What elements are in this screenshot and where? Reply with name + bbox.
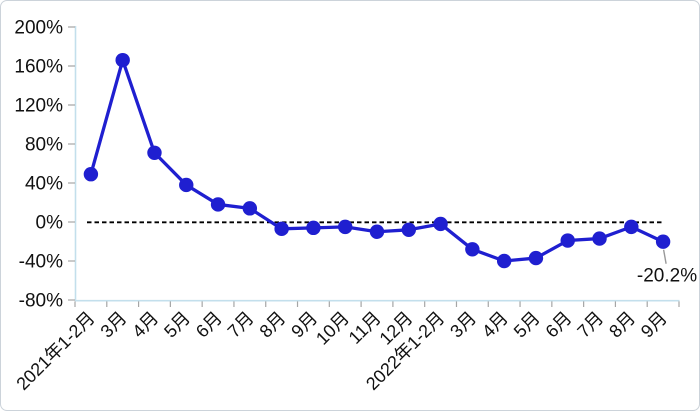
data-point [465,242,480,257]
y-axis-label: -40% [19,252,63,273]
data-point [369,224,385,239]
x-axis-label: 7月 [573,308,607,342]
y-axis-label: 80% [25,135,63,156]
data-point [306,220,321,236]
y-axis-label: 40% [25,174,63,195]
data-point [592,231,607,246]
x-axis-label: 4月 [478,308,512,342]
data-point [624,219,639,235]
x-axis-label: 8月 [256,308,290,342]
x-axis-label: 8月 [605,308,639,342]
data-point [147,145,162,160]
data-point [528,250,544,266]
data-point [496,253,512,269]
x-axis-label: 10月 [312,308,353,349]
y-axis-label: 160% [14,57,63,78]
data-point [210,197,226,212]
y-axis-label: 120% [14,96,63,117]
data-point [274,221,289,237]
annotation-leader-line [662,249,667,264]
x-axis-label: 3月 [97,308,131,342]
x-axis-label: 6月 [192,308,226,342]
data-point [338,219,353,235]
y-axis-label: 200% [14,18,63,39]
x-axis-label: 4月 [128,308,162,342]
data-point [115,52,130,68]
data-point [560,233,575,248]
x-axis-label: 11月 [345,308,385,348]
x-axis-label: 7月 [224,308,258,342]
data-point [401,222,416,237]
data-point [655,234,671,249]
x-axis-label: 5月 [160,308,194,342]
data-point [179,177,194,193]
x-axis-label: 3月 [446,308,480,342]
data-point [433,216,448,232]
data-point [242,201,258,216]
data-point [83,167,99,182]
x-axis-label: 2021年1-2月 [12,308,98,394]
y-axis-label: -80% [19,291,63,312]
x-axis-label: 6月 [542,308,576,342]
annotation-label: -20.2% [637,266,697,287]
y-axis-label: 0% [36,213,64,234]
x-axis-label: 9月 [637,308,671,342]
x-axis-label: 5月 [510,308,544,342]
